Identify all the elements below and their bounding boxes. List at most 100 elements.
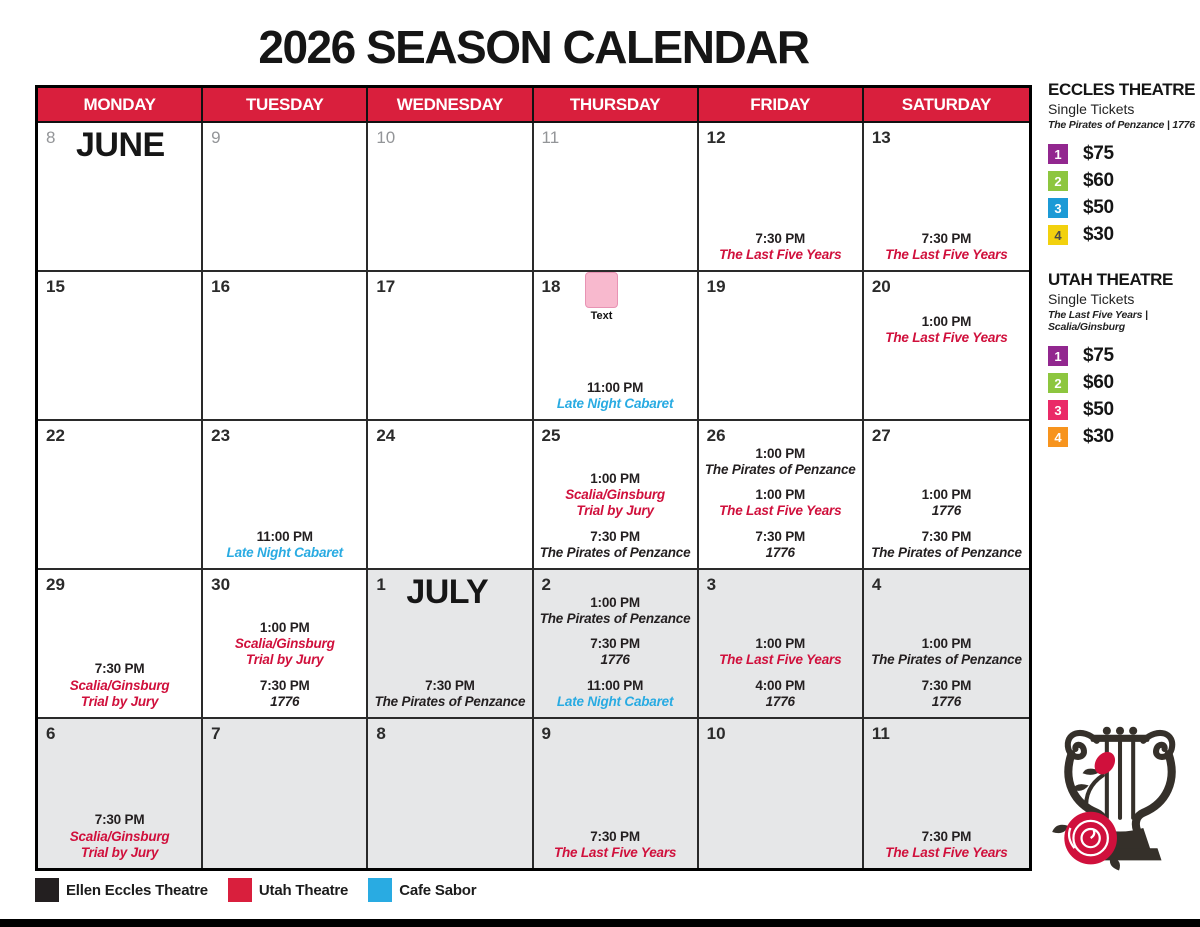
date-number: 18 [541,277,561,296]
event-title: 1776 [765,693,795,709]
tier-row: 3 $50 [1048,197,1198,219]
event-title: Late Night Cabaret [556,395,674,411]
event-time: 7:30 PM [921,230,972,246]
event-title: The Last Five Years [553,844,677,860]
calendar-day-cell: 12 7:30 PM The Last Five Years [698,123,864,272]
event[interactable]: 11:00 PM Late Night Cabaret [227,528,344,561]
calendar-day-cell: 29 7:30 PM Scalia/Ginsburg Trial by Jury [38,570,204,719]
events-list [203,123,366,270]
date-number: 29 [46,575,65,594]
ticket-section-subtitle: Single Tickets [1048,291,1135,307]
event[interactable]: 11:00 PM Late Night Cabaret [557,678,674,710]
event-title: The Pirates of Penzance [539,611,691,627]
tier-swatch: 1 [1048,346,1068,366]
event-title: The Pirates of Penzance [871,544,1022,560]
events-list: 1:00 PM 1776 7:30 PM The Pirates of Penzanc… [864,421,1029,568]
tier-swatch: 1 [1048,144,1068,164]
lyre-rose-icon [1052,726,1176,871]
calendar-day-cell: 9 [203,123,369,272]
event[interactable]: 1:00 PM The Pirates of Penzance [705,446,856,478]
calendar-day-cell: 8 JUNE [38,123,204,272]
date-number: 15 [46,277,65,296]
event[interactable]: 1:00 PM The Last Five Years [885,314,1007,346]
annotation[interactable]: Text [582,272,622,322]
event-time: 1:00 PM [590,594,640,610]
event-title: The Pirates of Penzance [871,652,1022,668]
calendar-day-cell: 30 1:00 PM Scalia/Ginsburg Trial by Jury 7:3… [203,570,369,719]
event[interactable]: 1:00 PM The Pirates of Penzance [871,636,1022,668]
event[interactable]: 7:30 PM Scalia/Ginsburg Trial by Jury [70,812,170,861]
event[interactable]: 11:00 PM Late Night Cabaret [556,380,674,412]
tier-price: $50 [1083,399,1114,420]
tier-row: 1 $75 [1048,345,1198,367]
events-list: 1:00 PM Scalia/Ginsburg Trial by Jury 7:30 … [203,570,366,717]
event[interactable]: 7:30 PM Scalia/Ginsburg Trial by Jury [70,661,170,710]
event[interactable]: 1:00 PM The Last Five Years [719,487,841,519]
calendar-header-row: MONDAY TUESDAY WEDNESDAY THURSDAY FRIDAY SATU… [38,88,1029,123]
date-number: 11 [871,724,890,743]
event-title: 1776 [270,693,300,709]
date-number: 2 [541,575,551,594]
events-list: 11:00 PM Late Night Cabaret [203,421,366,568]
event-time: 1:00 PM [921,636,972,652]
date-number: 10 [376,128,396,147]
event[interactable]: 7:30 PM The Last Five Years [554,829,676,861]
event[interactable]: 7:30 PM The Pirates of Penzance [871,529,1022,561]
events-list: 1:00 PM The Last Five Years [864,272,1029,419]
event[interactable]: 7:30 PM The Last Five Years [885,829,1007,861]
event[interactable]: 7:30 PM The Last Five Years [719,231,841,263]
event-time: 7:30 PM [590,528,640,544]
event-time: 1:00 PM [921,487,972,503]
event[interactable]: 7:30 PM The Last Five Years [885,231,1007,263]
calendar-day-cell: 20 1:00 PM The Last Five Years [863,272,1029,421]
event[interactable]: 1:00 PM The Last Five Years [719,636,841,668]
event[interactable]: 7:30 PM The Pirates of Penzance [540,529,691,561]
event[interactable]: 7:30 PM 1776 [260,678,310,710]
tier-list: 1 $75 2 $60 3 $50 4 $30 [1048,143,1198,246]
event-time: 7:30 PM [425,677,475,693]
event-title: 1776 [931,693,962,709]
event-title: The Pirates of Penzance [539,544,691,560]
event[interactable]: 1:00 PM 1776 [922,487,972,519]
events-list: 1:00 PM Scalia/Ginsburg Trial by Jury 7:30 … [534,421,697,568]
ticket-section-title: UTAH THEATRE [1048,270,1173,289]
legend-item: Utah Theatre [227,878,348,902]
ticket-section-title: ECCLES THEATRE [1048,80,1196,99]
calendar-day-cell: 8 [368,719,534,868]
calendar-day-cell: 26 1:00 PM The Pirates of Penzance 1:00 PM T… [698,421,864,570]
event[interactable]: 7:30 PM 1776 [590,636,640,668]
calendar-day-cell: 3 1:00 PM The Last Five Years 4:00 PM 1776 [698,570,864,719]
event[interactable]: 7:30 PM 1776 [922,678,972,710]
event-title: The Last Five Years [885,246,1008,262]
event-title: The Last Five Years [885,330,1008,346]
event-time: 4:00 PM [755,677,806,693]
date-number: 24 [376,426,396,445]
event-title: The Pirates of Penzance [374,693,526,709]
event[interactable]: 4:00 PM 1776 [755,678,805,710]
legend-swatch [227,878,252,902]
event[interactable]: 7:30 PM 1776 [755,529,805,561]
event[interactable]: 1:00 PM Scalia/Ginsburg Trial by Jury [235,620,335,669]
event[interactable]: 7:30 PM The Pirates of Penzance [375,678,526,710]
event-time: 7:30 PM [755,230,806,246]
lyre-rose-logo [1038,708,1200,876]
date-number: 10 [706,724,726,743]
calendar-day-cell: 17 [368,272,534,421]
ticket-sidebar: ECCLES THEATRE Single Tickets The Pirate… [1048,80,1198,453]
date-number: 19 [706,277,726,296]
event-time: 1:00 PM [755,636,806,652]
event[interactable]: 1:00 PM The Pirates of Penzance [540,595,691,627]
event[interactable]: 1:00 PM Scalia/Ginsburg Trial by Jury [565,471,665,520]
event-time: 11:00 PM [256,528,313,544]
tier-price: $50 [1083,197,1114,218]
page-title: 2026 SEASON CALENDAR [258,21,810,73]
date-number: 22 [46,426,65,445]
ticket-section-subtitle: Single Tickets [1048,101,1135,117]
ticket-section-shows: The Last Five Years | Scalia/Ginsburg [1048,309,1148,333]
date-number: 3 [706,575,717,594]
annotation-pink-square[interactable] [585,272,618,308]
date-number: 17 [376,277,396,296]
event-title: The Last Five Years [719,503,842,519]
events-list: 1:00 PM The Pirates of Penzance 7:30 PM 177… [534,570,697,717]
legend-label: Cafe Sabor [399,881,477,899]
